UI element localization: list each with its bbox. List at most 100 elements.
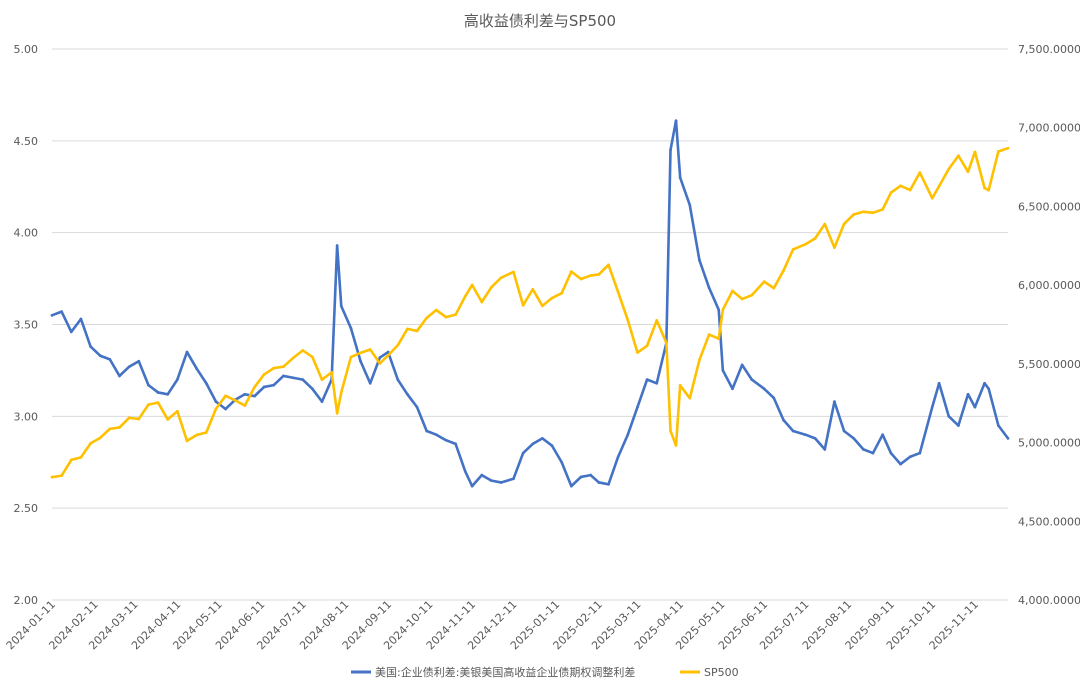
- y-left-tick-label: 5.00: [14, 43, 39, 56]
- line-segment: [918, 405, 934, 455]
- line-segment: [889, 184, 902, 195]
- y-left-tick-label: 2.50: [14, 502, 39, 515]
- y-left-tick-label: 2.00: [14, 594, 39, 607]
- line-segment: [626, 405, 639, 437]
- line-segment: [69, 456, 83, 462]
- line-segment: [396, 327, 409, 347]
- line-segment: [499, 477, 515, 484]
- line-segment: [899, 455, 912, 466]
- line-segment: [454, 295, 467, 316]
- line-segment: [833, 222, 846, 249]
- line-segment: [707, 286, 721, 312]
- line-segment: [881, 433, 893, 455]
- y-right-tick-label: 7,000.0000: [1018, 122, 1080, 135]
- line-segment: [541, 437, 554, 448]
- line-segment: [655, 341, 668, 385]
- line-segment: [823, 400, 836, 451]
- line-segment: [899, 184, 912, 192]
- line-segment: [997, 424, 1010, 440]
- line-segment: [60, 458, 73, 477]
- line-segment: [108, 358, 121, 378]
- line-segment: [842, 429, 856, 440]
- line-segment: [463, 470, 474, 488]
- line-segment: [889, 451, 902, 466]
- line-segment: [98, 427, 112, 440]
- line-segment: [89, 345, 102, 358]
- line-segment: [645, 378, 659, 385]
- line-segment: [147, 383, 160, 394]
- line-segment: [176, 350, 189, 381]
- line-segment: [871, 208, 884, 215]
- line-segment: [636, 378, 649, 409]
- series-spread: [50, 119, 1010, 488]
- line-segment: [490, 479, 503, 484]
- line-segment: [937, 381, 951, 418]
- line-segment: [597, 481, 610, 486]
- line-segment: [214, 400, 227, 411]
- line-segment: [435, 433, 448, 442]
- line-segment: [378, 350, 390, 359]
- line-segment: [470, 283, 484, 304]
- line-segment: [731, 363, 744, 391]
- line-segment: [69, 317, 83, 334]
- line-segment: [156, 391, 170, 396]
- chart-title: 高收益债利差与SP500: [464, 12, 616, 30]
- line-segment: [50, 310, 63, 317]
- line-segment: [185, 350, 198, 370]
- line-segment: [490, 276, 503, 289]
- line-segment: [480, 473, 493, 482]
- x-axis: 2024-01-112024-02-112024-03-112024-04-11…: [4, 598, 981, 652]
- line-segment: [301, 378, 314, 391]
- line-segment: [791, 242, 807, 251]
- y-left-tick-label: 3.50: [14, 319, 39, 332]
- y-right-tick-label: 6,500.0000: [1018, 200, 1080, 213]
- line-segment: [435, 308, 448, 319]
- line-segment: [674, 384, 682, 447]
- line-segment: [772, 396, 785, 422]
- line-segment: [147, 401, 160, 406]
- line-segment: [79, 442, 92, 459]
- line-segment: [463, 283, 474, 298]
- line-segment: [415, 316, 428, 333]
- line-segment: [291, 376, 305, 381]
- y-right-tick-label: 6,000.0000: [1018, 279, 1080, 292]
- line-segment: [717, 308, 725, 340]
- line-segment: [224, 394, 237, 402]
- line-segment: [636, 344, 649, 354]
- line-segment: [339, 355, 353, 394]
- y-right-tick-label: 7,500.0000: [1018, 43, 1080, 56]
- line-segment: [79, 317, 92, 348]
- line-segment: [311, 355, 324, 381]
- line-segment: [698, 333, 711, 362]
- line-segment: [137, 403, 150, 421]
- line-segment: [195, 431, 208, 437]
- line-segment: [918, 171, 934, 200]
- line-segment: [997, 146, 1010, 153]
- line-segment: [804, 237, 817, 246]
- series-sp500: [50, 146, 1010, 479]
- line-segment: [721, 369, 734, 391]
- line-segment: [550, 444, 563, 464]
- line-segment: [454, 442, 467, 473]
- y-right-tick-label: 5,000.0000: [1018, 437, 1080, 450]
- line-segment: [930, 381, 941, 409]
- line-segment: [862, 448, 875, 455]
- line-segment: [957, 154, 970, 174]
- line-segment: [813, 222, 827, 240]
- line-segment: [531, 437, 544, 446]
- line-segment: [89, 436, 102, 445]
- line-segment: [330, 244, 339, 381]
- line-segment: [233, 392, 247, 402]
- line-segment: [570, 475, 583, 488]
- line-segment: [282, 374, 295, 380]
- line-segment: [224, 398, 237, 411]
- line-segment: [253, 373, 266, 389]
- line-segment: [166, 378, 179, 396]
- y-axis-right: 4,000.0000 4,500.0000 5,000.0000 5,500.0000…: [1018, 43, 1080, 607]
- line-segment: [272, 365, 285, 370]
- line-segment: [386, 343, 400, 357]
- line-segment: [541, 296, 554, 308]
- line-segment: [665, 341, 672, 433]
- line-segment: [597, 263, 610, 276]
- line-segment: [204, 407, 218, 434]
